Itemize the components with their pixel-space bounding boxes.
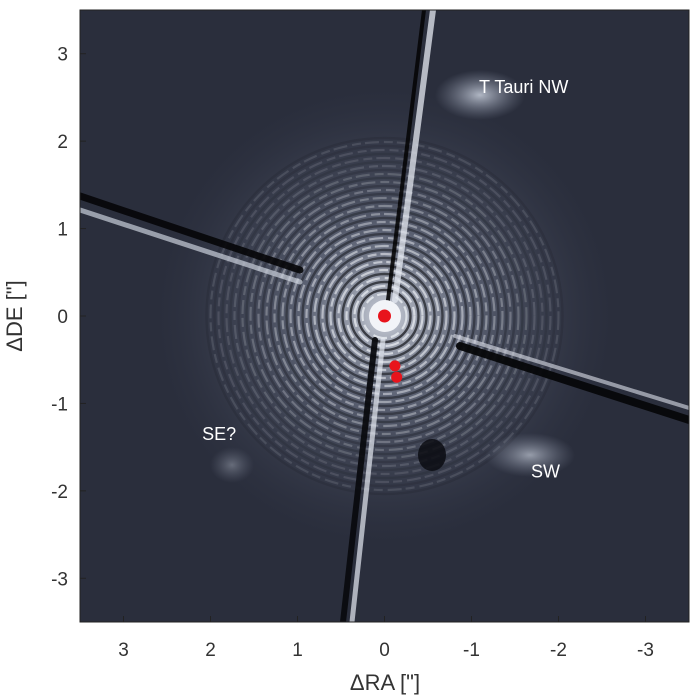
speckle-ring bbox=[217, 148, 552, 484]
speckle-ring bbox=[321, 252, 448, 380]
spike-north-bright bbox=[392, 10, 436, 303]
speckle-ring-dark bbox=[277, 208, 492, 424]
x-tick-label: -3 bbox=[637, 640, 654, 661]
annotation-t-tauri-nw: T Tauri NW bbox=[479, 77, 568, 97]
speckle-ring-dark bbox=[261, 192, 508, 440]
speckle-ring-dark bbox=[317, 248, 452, 384]
speckle-ring bbox=[345, 276, 424, 356]
y-tick-label: 0 bbox=[57, 307, 68, 328]
speckle-ring bbox=[233, 164, 536, 468]
nebula-nw bbox=[435, 70, 525, 120]
speckle-ring bbox=[305, 236, 464, 396]
speckle-ring bbox=[249, 180, 520, 452]
source-marker bbox=[391, 371, 403, 383]
annotation-sw: SW bbox=[531, 462, 560, 482]
y-axis-label: ΔDE ["] bbox=[2, 280, 27, 351]
speckle-ring bbox=[329, 260, 440, 372]
x-tick-label: -1 bbox=[463, 640, 480, 661]
speckle-ring bbox=[241, 172, 528, 460]
speckle-ring bbox=[313, 244, 456, 388]
y-axis-ticks: 3 2 1 0 -1 -2 -3 bbox=[51, 45, 86, 590]
spike-south-dark bbox=[340, 337, 378, 622]
spike-west-dark bbox=[456, 342, 689, 424]
x-tick-label: 2 bbox=[205, 640, 216, 661]
speckle-ring-dark bbox=[293, 224, 476, 408]
y-tick-label: -3 bbox=[51, 569, 68, 590]
speckle-ring bbox=[289, 220, 480, 412]
speckle-ring-dark bbox=[213, 144, 556, 488]
speckle-ring bbox=[265, 196, 504, 436]
speckle-ring-dark bbox=[229, 160, 540, 472]
spike-east-dark bbox=[80, 192, 304, 274]
speckle-ring bbox=[209, 140, 560, 492]
source-markers bbox=[378, 309, 403, 383]
speckle-ring bbox=[257, 188, 512, 444]
nebula-se bbox=[210, 447, 254, 483]
speckle-ring-dark bbox=[269, 200, 500, 432]
speckle-rings bbox=[205, 136, 564, 496]
x-axis-ticks: 3 2 1 0 -1 -2 -3 bbox=[118, 616, 654, 661]
speckle-ring-dark bbox=[285, 216, 484, 416]
y-tick-label: -1 bbox=[51, 394, 68, 415]
speckle-ring-dark bbox=[253, 184, 516, 448]
speckle-ring bbox=[353, 284, 416, 348]
y-tick-label: 1 bbox=[57, 220, 68, 241]
nebula-sw bbox=[485, 433, 575, 477]
spike-east-bright bbox=[80, 207, 303, 285]
y-tick-label: 2 bbox=[57, 132, 68, 153]
annotation-se: SE? bbox=[202, 424, 236, 444]
source-marker bbox=[389, 360, 401, 372]
diffraction-spikes bbox=[80, 10, 689, 622]
annotations: T Tauri NW SE? SW bbox=[202, 77, 568, 482]
spike-south-bright bbox=[349, 337, 386, 622]
speckle-ring bbox=[281, 212, 488, 420]
speckle-ring-dark bbox=[341, 272, 428, 360]
spike-west-bright bbox=[453, 334, 689, 410]
speckle-ring bbox=[273, 204, 496, 428]
x-tick-label: -2 bbox=[550, 640, 567, 661]
y-tick-label: 3 bbox=[57, 45, 68, 66]
speckle-ring-dark bbox=[245, 176, 524, 456]
y-tick-label: -2 bbox=[51, 482, 68, 503]
dark-speckle bbox=[418, 439, 446, 471]
x-tick-label: 1 bbox=[292, 640, 303, 661]
x-tick-label: 3 bbox=[118, 640, 129, 661]
speckle-ring-dark bbox=[205, 136, 564, 496]
speckle-ring-dark bbox=[237, 168, 532, 464]
x-axis-label: ΔRA ["] bbox=[350, 670, 420, 695]
speckle-ring-dark bbox=[221, 152, 548, 480]
speckle-ring-dark bbox=[309, 240, 460, 392]
speckle-ring-dark bbox=[349, 280, 420, 352]
speckle-ring bbox=[337, 268, 432, 364]
speckle-ring bbox=[225, 156, 544, 476]
source-marker bbox=[378, 309, 391, 323]
x-tick-label: 0 bbox=[379, 640, 390, 661]
speckle-ring-dark bbox=[301, 232, 468, 400]
spike-north-dark bbox=[386, 10, 426, 302]
speckle-ring-dark bbox=[325, 256, 444, 376]
speckle-ring-dark bbox=[333, 264, 436, 368]
speckle-ring bbox=[297, 228, 472, 404]
